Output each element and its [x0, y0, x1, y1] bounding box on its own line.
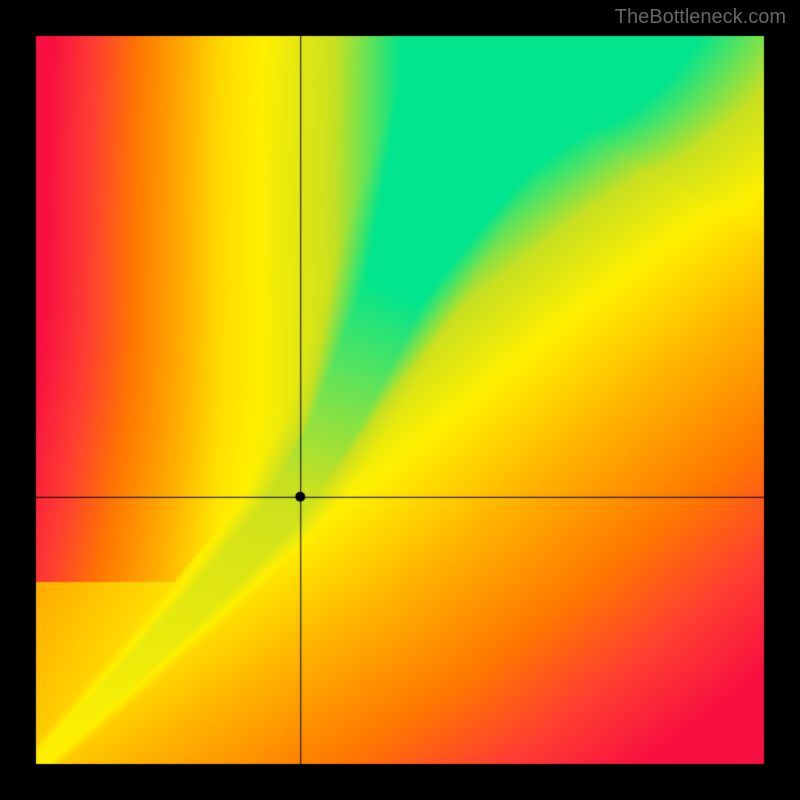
bottleneck-heatmap-container	[0, 0, 800, 800]
watermark-text: TheBottleneck.com	[615, 6, 786, 29]
bottleneck-heatmap-canvas	[0, 0, 800, 800]
